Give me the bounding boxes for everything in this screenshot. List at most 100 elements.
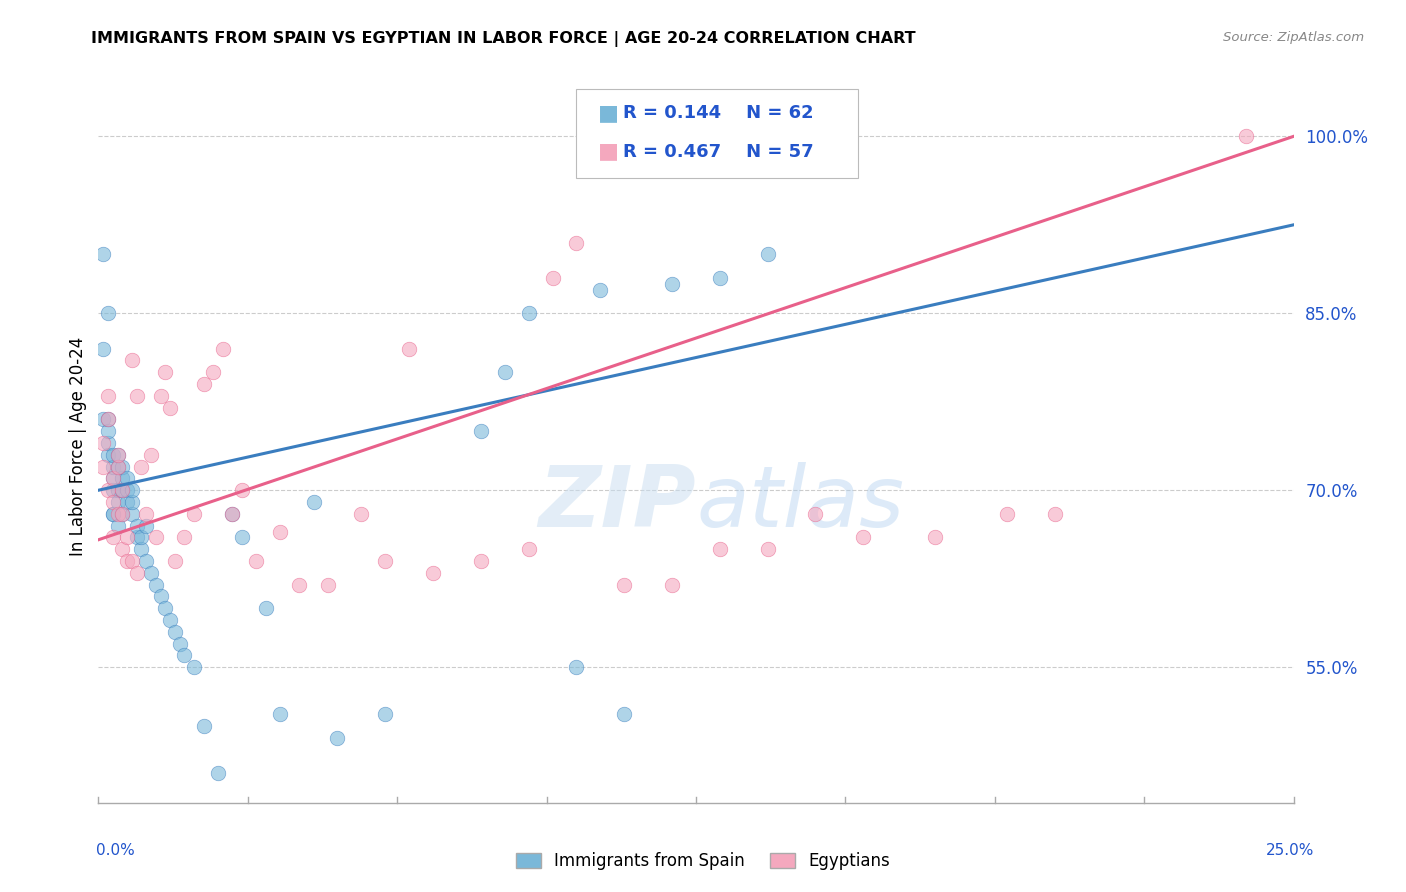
Point xyxy=(517,542,540,557)
Point xyxy=(91,412,114,426)
Point xyxy=(398,342,420,356)
Point xyxy=(121,554,143,568)
Point xyxy=(115,495,138,509)
Text: IMMIGRANTS FROM SPAIN VS EGYPTIAN IN LABOR FORCE | AGE 20-24 CORRELATION CHART: IMMIGRANTS FROM SPAIN VS EGYPTIAN IN LAB… xyxy=(91,31,917,47)
Text: ■: ■ xyxy=(598,103,619,123)
Point xyxy=(101,471,124,485)
Point xyxy=(145,577,167,591)
Point xyxy=(97,424,120,438)
Point xyxy=(254,601,277,615)
Point xyxy=(288,577,311,591)
Point xyxy=(97,448,120,462)
Point xyxy=(131,459,153,474)
Point xyxy=(852,530,875,544)
Point xyxy=(91,342,114,356)
Point xyxy=(121,353,143,368)
Point xyxy=(155,601,177,615)
Point xyxy=(269,524,291,539)
Point xyxy=(101,495,124,509)
Point xyxy=(541,271,564,285)
Point xyxy=(111,471,134,485)
Point xyxy=(350,507,373,521)
Point xyxy=(756,247,779,261)
Point xyxy=(101,507,124,521)
Point xyxy=(709,271,731,285)
Point xyxy=(470,554,492,568)
Point xyxy=(131,542,153,557)
Point xyxy=(139,448,162,462)
Point xyxy=(121,507,143,521)
Point xyxy=(101,459,124,474)
Point xyxy=(221,507,243,521)
Point xyxy=(709,542,731,557)
Point xyxy=(374,554,396,568)
Point xyxy=(107,507,129,521)
Point xyxy=(422,566,444,580)
Y-axis label: In Labor Force | Age 20-24: In Labor Force | Age 20-24 xyxy=(69,336,87,556)
Text: R = 0.467    N = 57: R = 0.467 N = 57 xyxy=(623,143,814,161)
Point xyxy=(173,648,195,663)
Point xyxy=(131,530,153,544)
Point xyxy=(111,483,134,498)
Point xyxy=(97,412,120,426)
Point xyxy=(1234,129,1257,144)
Point xyxy=(121,483,143,498)
Point xyxy=(326,731,349,745)
Point xyxy=(231,530,253,544)
Point xyxy=(135,518,157,533)
Point xyxy=(155,365,177,379)
Point xyxy=(101,471,124,485)
Point xyxy=(316,577,339,591)
Point xyxy=(111,459,134,474)
Point xyxy=(139,566,162,580)
Point xyxy=(97,436,120,450)
Text: ■: ■ xyxy=(598,142,619,161)
Point xyxy=(183,660,205,674)
Point xyxy=(1043,507,1066,521)
Point xyxy=(91,247,114,261)
Point xyxy=(565,235,588,250)
Point xyxy=(125,530,148,544)
Point xyxy=(231,483,253,498)
Point xyxy=(125,518,148,533)
Point xyxy=(211,342,233,356)
Point xyxy=(125,566,148,580)
Point xyxy=(470,424,492,438)
Point xyxy=(107,448,129,462)
Point xyxy=(183,507,205,521)
Point xyxy=(221,507,243,521)
Point xyxy=(163,554,186,568)
Point xyxy=(121,495,143,509)
Point xyxy=(245,554,267,568)
Point xyxy=(111,507,134,521)
Text: atlas: atlas xyxy=(696,461,904,545)
Point xyxy=(107,459,129,474)
Point xyxy=(149,389,172,403)
Point xyxy=(115,471,138,485)
Point xyxy=(193,377,215,392)
Point xyxy=(111,542,134,557)
Point xyxy=(125,389,148,403)
Point xyxy=(169,636,191,650)
Point xyxy=(159,613,181,627)
Point xyxy=(101,530,124,544)
Point xyxy=(163,624,186,639)
Point xyxy=(517,306,540,320)
Point xyxy=(115,554,138,568)
Text: ZIP: ZIP xyxy=(538,461,696,545)
Point xyxy=(565,660,588,674)
Point xyxy=(159,401,181,415)
Point xyxy=(101,507,124,521)
Point xyxy=(995,507,1018,521)
Point xyxy=(661,577,683,591)
Point xyxy=(97,306,120,320)
Point xyxy=(145,530,167,544)
Text: Source: ZipAtlas.com: Source: ZipAtlas.com xyxy=(1223,31,1364,45)
Point xyxy=(97,483,120,498)
Point xyxy=(149,590,172,604)
Point xyxy=(173,530,195,544)
Point xyxy=(756,542,779,557)
Point xyxy=(107,518,129,533)
Point xyxy=(107,495,129,509)
Point xyxy=(101,483,124,498)
